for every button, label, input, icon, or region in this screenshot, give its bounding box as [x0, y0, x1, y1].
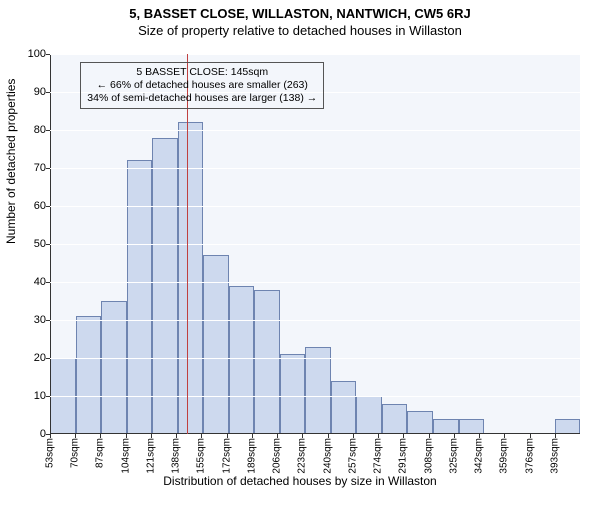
histogram-bar	[382, 404, 408, 434]
histogram-bar	[178, 122, 204, 434]
x-tick-label: 223sqm	[297, 438, 308, 474]
annotation-line: 34% of semi-detached houses are larger (…	[87, 92, 317, 105]
x-tick-mark	[530, 434, 531, 438]
histogram-bar	[127, 160, 153, 434]
x-tick-mark	[277, 434, 278, 438]
y-tick-mark	[46, 92, 50, 93]
histogram-bar	[280, 354, 306, 434]
x-tick-mark	[75, 434, 76, 438]
x-tick-label: 138sqm	[171, 438, 182, 474]
x-tick-mark	[126, 434, 127, 438]
y-tick-label: 50	[16, 238, 46, 250]
gridline	[50, 282, 580, 283]
x-tick-label: 121sqm	[145, 438, 156, 474]
y-tick-mark	[46, 282, 50, 283]
histogram-bar	[331, 381, 357, 434]
gridline	[50, 54, 580, 55]
x-tick-label: 325sqm	[448, 438, 459, 474]
x-tick-label: 53sqm	[45, 438, 56, 468]
annotation-box: 5 BASSET CLOSE: 145sqm← 66% of detached …	[80, 62, 324, 109]
y-tick-mark	[46, 396, 50, 397]
x-tick-label: 104sqm	[120, 438, 131, 474]
histogram-bar	[407, 411, 433, 434]
x-tick-label: 308sqm	[423, 438, 434, 474]
annotation-line: 5 BASSET CLOSE: 145sqm	[87, 66, 317, 79]
x-tick-label: 189sqm	[246, 438, 257, 474]
gridline	[50, 206, 580, 207]
y-tick-label: 90	[16, 86, 46, 98]
x-tick-label: 70sqm	[70, 438, 81, 468]
x-tick-label: 342sqm	[474, 438, 485, 474]
histogram-bar	[254, 290, 280, 434]
histogram-bar	[305, 347, 331, 434]
x-tick-mark	[151, 434, 152, 438]
page-title-subtitle: Size of property relative to detached ho…	[0, 23, 600, 38]
x-tick-label: 87sqm	[95, 438, 106, 468]
x-tick-mark	[50, 434, 51, 438]
y-tick-mark	[46, 130, 50, 131]
y-tick-mark	[46, 168, 50, 169]
y-tick-mark	[46, 206, 50, 207]
x-tick-label: 291sqm	[398, 438, 409, 474]
y-tick-label: 70	[16, 162, 46, 174]
y-tick-mark	[46, 244, 50, 245]
x-tick-mark	[201, 434, 202, 438]
histogram-bar	[555, 419, 581, 434]
gridline	[50, 434, 580, 435]
x-tick-label: 359sqm	[499, 438, 510, 474]
gridline	[50, 358, 580, 359]
x-tick-mark	[454, 434, 455, 438]
x-tick-label: 240sqm	[322, 438, 333, 474]
y-tick-label: 0	[16, 428, 46, 440]
gridline	[50, 320, 580, 321]
x-tick-label: 257sqm	[347, 438, 358, 474]
annotation-line: ← 66% of detached houses are smaller (26…	[87, 79, 317, 92]
x-tick-mark	[403, 434, 404, 438]
histogram-bar	[356, 396, 382, 434]
x-tick-mark	[227, 434, 228, 438]
x-tick-mark	[328, 434, 329, 438]
x-tick-mark	[252, 434, 253, 438]
y-tick-mark	[46, 320, 50, 321]
x-tick-label: 376sqm	[524, 438, 535, 474]
y-tick-label: 40	[16, 276, 46, 288]
histogram-bar	[152, 138, 178, 434]
y-tick-label: 20	[16, 352, 46, 364]
gridline	[50, 244, 580, 245]
x-tick-label: 393sqm	[549, 438, 560, 474]
x-tick-mark	[479, 434, 480, 438]
histogram-bar	[459, 419, 485, 434]
x-tick-label: 155sqm	[196, 438, 207, 474]
x-tick-label: 274sqm	[373, 438, 384, 474]
x-tick-label: 172sqm	[221, 438, 232, 474]
gridline	[50, 168, 580, 169]
x-tick-label: 206sqm	[272, 438, 283, 474]
x-tick-mark	[353, 434, 354, 438]
y-tick-mark	[46, 358, 50, 359]
y-tick-label: 60	[16, 200, 46, 212]
x-tick-mark	[176, 434, 177, 438]
x-tick-mark	[555, 434, 556, 438]
x-tick-mark	[100, 434, 101, 438]
plot-area: 010203040506070809010053sqm70sqm87sqm104…	[50, 54, 580, 434]
x-tick-mark	[378, 434, 379, 438]
page-title-address: 5, BASSET CLOSE, WILLASTON, NANTWICH, CW…	[0, 6, 600, 21]
histogram-bar	[433, 419, 459, 434]
gridline	[50, 130, 580, 131]
x-tick-mark	[504, 434, 505, 438]
y-tick-label: 80	[16, 124, 46, 136]
y-tick-label: 10	[16, 390, 46, 402]
histogram-bar	[229, 286, 255, 434]
y-tick-label: 30	[16, 314, 46, 326]
x-tick-mark	[429, 434, 430, 438]
x-axis-label: Distribution of detached houses by size …	[0, 474, 600, 488]
y-tick-label: 100	[16, 48, 46, 60]
gridline	[50, 396, 580, 397]
y-tick-mark	[46, 54, 50, 55]
reference-line	[187, 54, 189, 434]
histogram-chart: 010203040506070809010053sqm70sqm87sqm104…	[50, 54, 580, 434]
histogram-bar	[76, 316, 102, 434]
x-tick-mark	[302, 434, 303, 438]
